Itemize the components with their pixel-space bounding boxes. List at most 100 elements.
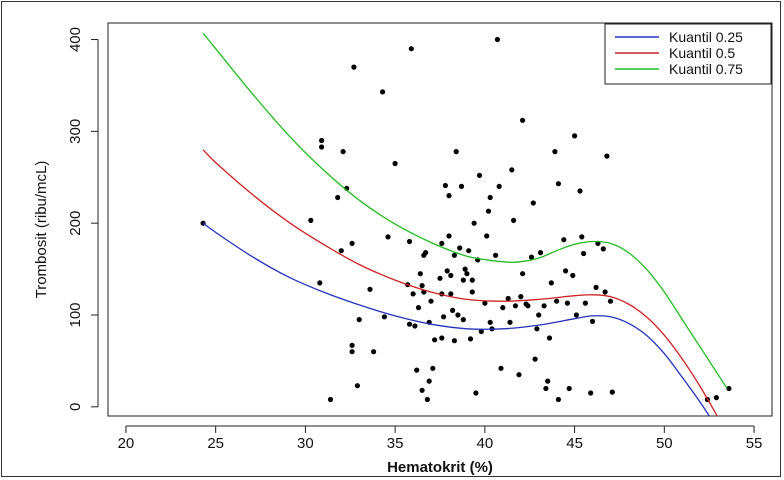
x-tick-label: 20 (118, 435, 135, 452)
x-tick-label: 55 (746, 435, 763, 452)
data-point (579, 234, 585, 240)
data-point (589, 318, 596, 324)
data-point (428, 298, 434, 304)
data-point (446, 193, 452, 199)
data-point (473, 390, 479, 396)
data-point (432, 337, 438, 343)
data-point (327, 396, 334, 403)
x-tick-label: 45 (566, 435, 583, 452)
data-point (516, 372, 522, 378)
data-point (537, 250, 544, 256)
y-tick-label: 0 (67, 403, 84, 411)
data-point (410, 291, 416, 297)
data-point (487, 319, 493, 325)
legend-box (604, 23, 772, 85)
y-tick-label: 200 (67, 211, 84, 236)
data-point (385, 234, 391, 240)
data-point (439, 335, 445, 341)
data-point (446, 233, 452, 239)
data-point (509, 167, 515, 173)
x-axis-title: Hematokrit (%) (387, 459, 493, 476)
y-axis: 0 100 200 300 400 (67, 27, 99, 411)
data-point (466, 248, 472, 254)
y-tick-label: 100 (67, 302, 84, 327)
x-tick-label: 40 (477, 435, 494, 452)
legend-label: Kuantil 0.25 (669, 29, 743, 45)
data-point (582, 300, 589, 306)
data-point (319, 137, 325, 144)
data-point (518, 294, 524, 300)
data-point (573, 312, 580, 318)
data-point (415, 305, 422, 311)
data-point (541, 303, 547, 309)
data-point (467, 336, 474, 342)
data-point (570, 272, 576, 279)
data-point (458, 183, 465, 189)
data-point (588, 390, 594, 396)
data-point (381, 314, 387, 320)
y-tick-label: 300 (67, 119, 84, 144)
data-point (450, 307, 456, 313)
data-point (493, 252, 499, 258)
data-point (308, 217, 314, 223)
data-point (426, 378, 432, 384)
data-point (572, 133, 578, 139)
data-point (496, 183, 502, 189)
data-point (555, 181, 562, 187)
data-point (520, 271, 526, 277)
data-point (349, 349, 355, 355)
plot-area (107, 22, 773, 417)
data-point (371, 349, 377, 355)
data-point (448, 291, 454, 297)
data-point (581, 250, 587, 257)
quantile-curve-3 (202, 32, 728, 389)
data-point (437, 275, 443, 281)
quantile-curve-2 (202, 149, 718, 416)
data-point (545, 378, 551, 384)
legend-label: Kuantil 0.75 (669, 61, 743, 77)
y-axis-title: Trombosit (ribu/mcL) (33, 161, 50, 299)
data-point (423, 250, 429, 256)
data-point (462, 266, 468, 272)
data-point (455, 312, 461, 318)
data-point (356, 317, 362, 323)
data-point (525, 303, 531, 309)
data-point (469, 289, 475, 295)
x-axis: 20 25 30 35 40 45 50 55 (118, 425, 763, 452)
data-point (530, 200, 536, 206)
data-point (476, 172, 483, 178)
data-point (485, 208, 492, 214)
data-point (392, 160, 398, 167)
data-point (340, 149, 346, 155)
data-point (419, 283, 425, 289)
data-point (448, 272, 454, 279)
data-point (520, 117, 526, 123)
data-point (494, 36, 500, 43)
data-point (482, 300, 488, 306)
data-point (417, 271, 423, 277)
legend-label: Kuantil 0.5 (669, 45, 735, 61)
data-point (510, 217, 517, 223)
data-point (604, 153, 610, 159)
data-point (505, 295, 511, 302)
data-point (408, 46, 414, 52)
data-point (536, 312, 542, 318)
x-tick-label: 50 (656, 435, 673, 452)
data-point (406, 238, 413, 245)
data-point (319, 144, 325, 150)
data-point (543, 385, 549, 392)
data-point (354, 383, 360, 389)
data-point (439, 240, 445, 246)
data-point (484, 233, 490, 239)
data-point (554, 298, 560, 304)
data-point (507, 319, 513, 325)
data-point (555, 396, 562, 403)
data-point (453, 149, 459, 155)
data-point (469, 277, 475, 283)
data-point (335, 194, 341, 201)
data-point (451, 338, 457, 344)
data-point (534, 326, 540, 332)
data-point (444, 268, 450, 274)
